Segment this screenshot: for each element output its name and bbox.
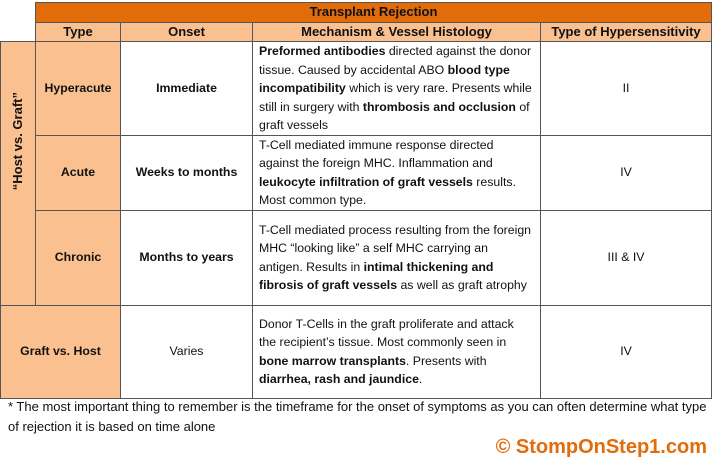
blank-cell [0,2,36,22]
hypersensitivity-cell: IV [540,134,712,211]
mechanism-text: results. Most common type. [259,174,516,208]
type-cell: Acute [35,134,121,211]
transplant-rejection-table: Transplant Rejection Type Onset Mechanis… [0,2,712,399]
type-cell: Chronic [35,209,121,306]
side-label: “Host vs. Graft” [9,92,25,191]
table-title: Transplant Rejection [35,2,712,23]
mechanism-key-phrase: intimal thickening and fibrosis of graft… [259,259,494,293]
mechanism-text: of graft vessels [259,99,530,133]
mechanism-cell: T-Cell mediated process resulting from t… [252,209,541,306]
side-label-cell: “Host vs. Graft” [0,41,36,306]
mechanism-text: directed against the donor tissue. Cause… [259,44,532,77]
mechanism-key-phrase: blood type incompatibility [259,62,510,96]
table-row: Acute Weeks to months T-Cell mediated im… [1,134,712,211]
hypersensitivity-cell: III & IV [540,209,712,306]
mechanism-key-phrase: bone marrow transplants [259,353,406,368]
onset-cell: Weeks to months [120,134,253,211]
mechanism-key-phrase: thrombosis and occlusion [362,99,516,114]
mechanism-text: Donor T-Cells in the graft proliferate a… [259,316,514,350]
mechanism-cell: Preformed antibodies directed against th… [252,41,541,136]
mechanism-key-phrase: leukocyte infiltration of graft vessels [259,174,473,189]
footnote: * The most important thing to remember i… [8,399,707,434]
header-hypersensitivity: Type of Hypersensitivity [540,21,712,42]
mechanism-key-phrase: Preformed antibodies [259,44,386,58]
type-cell: Hyperacute [35,41,121,136]
hypersensitivity-cell: II [540,41,712,136]
blank-cell [0,22,36,42]
onset-cell: Varies [120,304,253,399]
header-type: Type [35,21,121,42]
onset-cell: Immediate [120,41,253,136]
header-mechanism: Mechanism & Vessel Histology [252,21,541,42]
table-row: Graft vs. Host Varies Donor T-Cells in t… [0,304,712,399]
type-cell: Graft vs. Host [0,304,121,399]
table-row: “Host vs. Graft” Hyperacute Immediate Pr… [0,41,712,306]
hypersensitivity-cell: IV [540,304,712,399]
header-onset: Onset [120,21,253,42]
mechanism-cell: Donor T-Cells in the graft proliferate a… [252,304,541,399]
mechanism-text: . Presents with [405,353,487,368]
mechanism-text: which is very rare. Presents while still… [259,81,532,114]
onset-cell: Months to years [120,209,253,306]
mechanism-text: . [418,372,423,386]
mechanism-text: T-Cell mediated process resulting from t… [259,222,532,274]
mechanism-key-phrase: diarrhea, rash and jaundice [259,372,419,386]
table-row: Chronic Months to years T-Cell mediated … [1,209,712,306]
mechanism-cell: T-Cell mediated immune response directed… [252,134,541,211]
mechanism-text: as well as graft atrophy [397,278,527,292]
copyright-watermark: © StompOnStep1.com [495,436,707,458]
mechanism-text: T-Cell mediated immune response directed… [259,137,494,171]
